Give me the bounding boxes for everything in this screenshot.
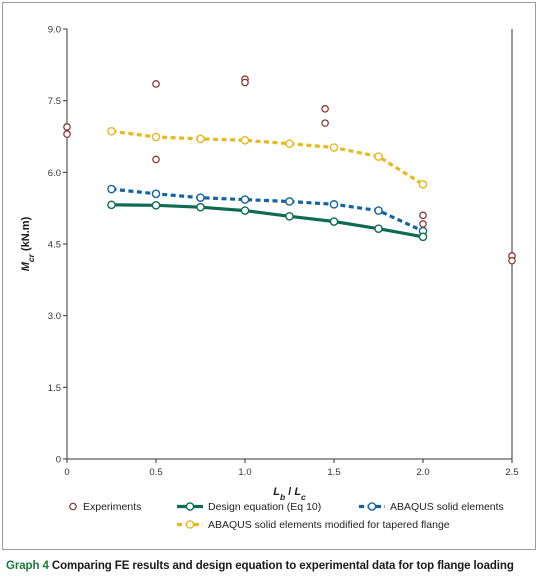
legend-item-experiments: Experiments — [69, 501, 141, 513]
data-point — [107, 126, 116, 136]
series-abaqus-solid-elements — [107, 184, 428, 236]
x-tick-label: 0 — [64, 467, 69, 478]
x-tick-label: 0.5 — [149, 467, 162, 478]
data-point — [196, 202, 205, 212]
x-tick-label: 1.0 — [238, 467, 251, 478]
legend: Experiments Design equation (Eq 10) ABAQUS… — [69, 501, 504, 531]
data-point — [151, 132, 161, 142]
x-tick-label: 2.0 — [416, 467, 429, 478]
legend-marker — [185, 502, 195, 511]
series-line — [111, 187, 424, 233]
y-axis-label: Mcr (kN.m) — [20, 216, 36, 271]
y-tick-label: 9.0 — [48, 25, 61, 36]
legend-item-abaqus-solid-elements-modified-for-tapered-flange: ABAQUS solid elements modified for taper… — [177, 519, 450, 531]
data-point — [107, 184, 116, 194]
legend-item-design-equation-eq-10: Design equation (Eq 10) — [177, 501, 321, 513]
data-point — [418, 179, 428, 189]
series-design-equation-eq-10 — [107, 200, 428, 242]
data-point — [329, 200, 339, 209]
data-point — [321, 104, 329, 113]
axes — [63, 28, 513, 463]
x-tick-label: 2.5 — [505, 467, 518, 478]
legend-item-abaqus-solid-elements: ABAQUS solid elements — [359, 501, 504, 513]
data-point — [63, 123, 71, 131]
series-experiments — [63, 75, 516, 265]
y-tick-label: 6.0 — [48, 168, 61, 179]
x-tick-label: 1.5 — [327, 467, 340, 478]
data-point — [374, 206, 383, 215]
data-point — [241, 78, 249, 87]
series-abaqus-solid-elements-modified-for-tapered-flange — [107, 126, 428, 189]
legend-label: ABAQUS solid elements modified for taper… — [208, 519, 450, 531]
series-line — [111, 203, 424, 239]
caption-label: Graph 4 — [6, 560, 49, 572]
data-point — [418, 232, 428, 242]
y-tick-label: 3.0 — [48, 311, 61, 322]
data-point — [329, 143, 339, 152]
data-point — [151, 189, 161, 199]
data-point — [374, 224, 383, 234]
data-point — [151, 200, 161, 210]
data-point — [285, 139, 294, 148]
chart: 0 1.5 3.0 4.5 6.0 7.5 9.0 0 0.5 1.0 1.5 2.0 2.5 Mcr… — [20, 25, 519, 532]
chart-frame: 0 1.5 3.0 4.5 6.0 7.5 9.0 0 0.5 1.0 1.5 2.0 2.5 Mcr… — [2, 2, 536, 550]
y-tick-label: 0 — [56, 455, 61, 466]
data-point — [285, 211, 294, 221]
x-tick-labels: 0 0.5 1.0 1.5 2.0 2.5 — [64, 467, 518, 478]
legend-marker — [69, 502, 77, 511]
data-point — [329, 217, 339, 226]
legend-label: ABAQUS solid elements — [390, 501, 504, 513]
data-point — [152, 80, 160, 88]
series-line — [111, 129, 424, 186]
data-point — [196, 193, 205, 202]
data-point — [285, 197, 294, 206]
data-point — [107, 200, 116, 210]
data-point — [152, 155, 160, 164]
caption-text: Comparing FE results and design equation… — [51, 560, 514, 572]
data-point — [240, 206, 250, 215]
data-point — [321, 119, 329, 127]
legend-label: Experiments — [83, 501, 141, 513]
figure-caption: Graph 4 Comparing FE results and design … — [6, 560, 514, 572]
legend-marker — [185, 520, 195, 529]
data-point — [419, 211, 427, 220]
x-axis-label: Lb / Lc — [273, 486, 306, 502]
y-tick-label: 7.5 — [48, 96, 61, 107]
data-point — [508, 256, 516, 265]
plot-area — [63, 75, 516, 265]
data-point — [240, 136, 250, 145]
legend-label: Design equation (Eq 10) — [208, 501, 321, 513]
data-point — [240, 195, 250, 204]
data-point — [196, 134, 205, 144]
y-tick-labels: 0 1.5 3.0 4.5 6.0 7.5 9.0 — [48, 25, 61, 466]
data-point — [419, 220, 427, 228]
data-point — [374, 152, 383, 161]
y-tick-label: 1.5 — [48, 383, 61, 394]
legend-marker — [367, 502, 377, 511]
data-point — [63, 130, 71, 138]
y-tick-label: 4.5 — [48, 240, 61, 251]
